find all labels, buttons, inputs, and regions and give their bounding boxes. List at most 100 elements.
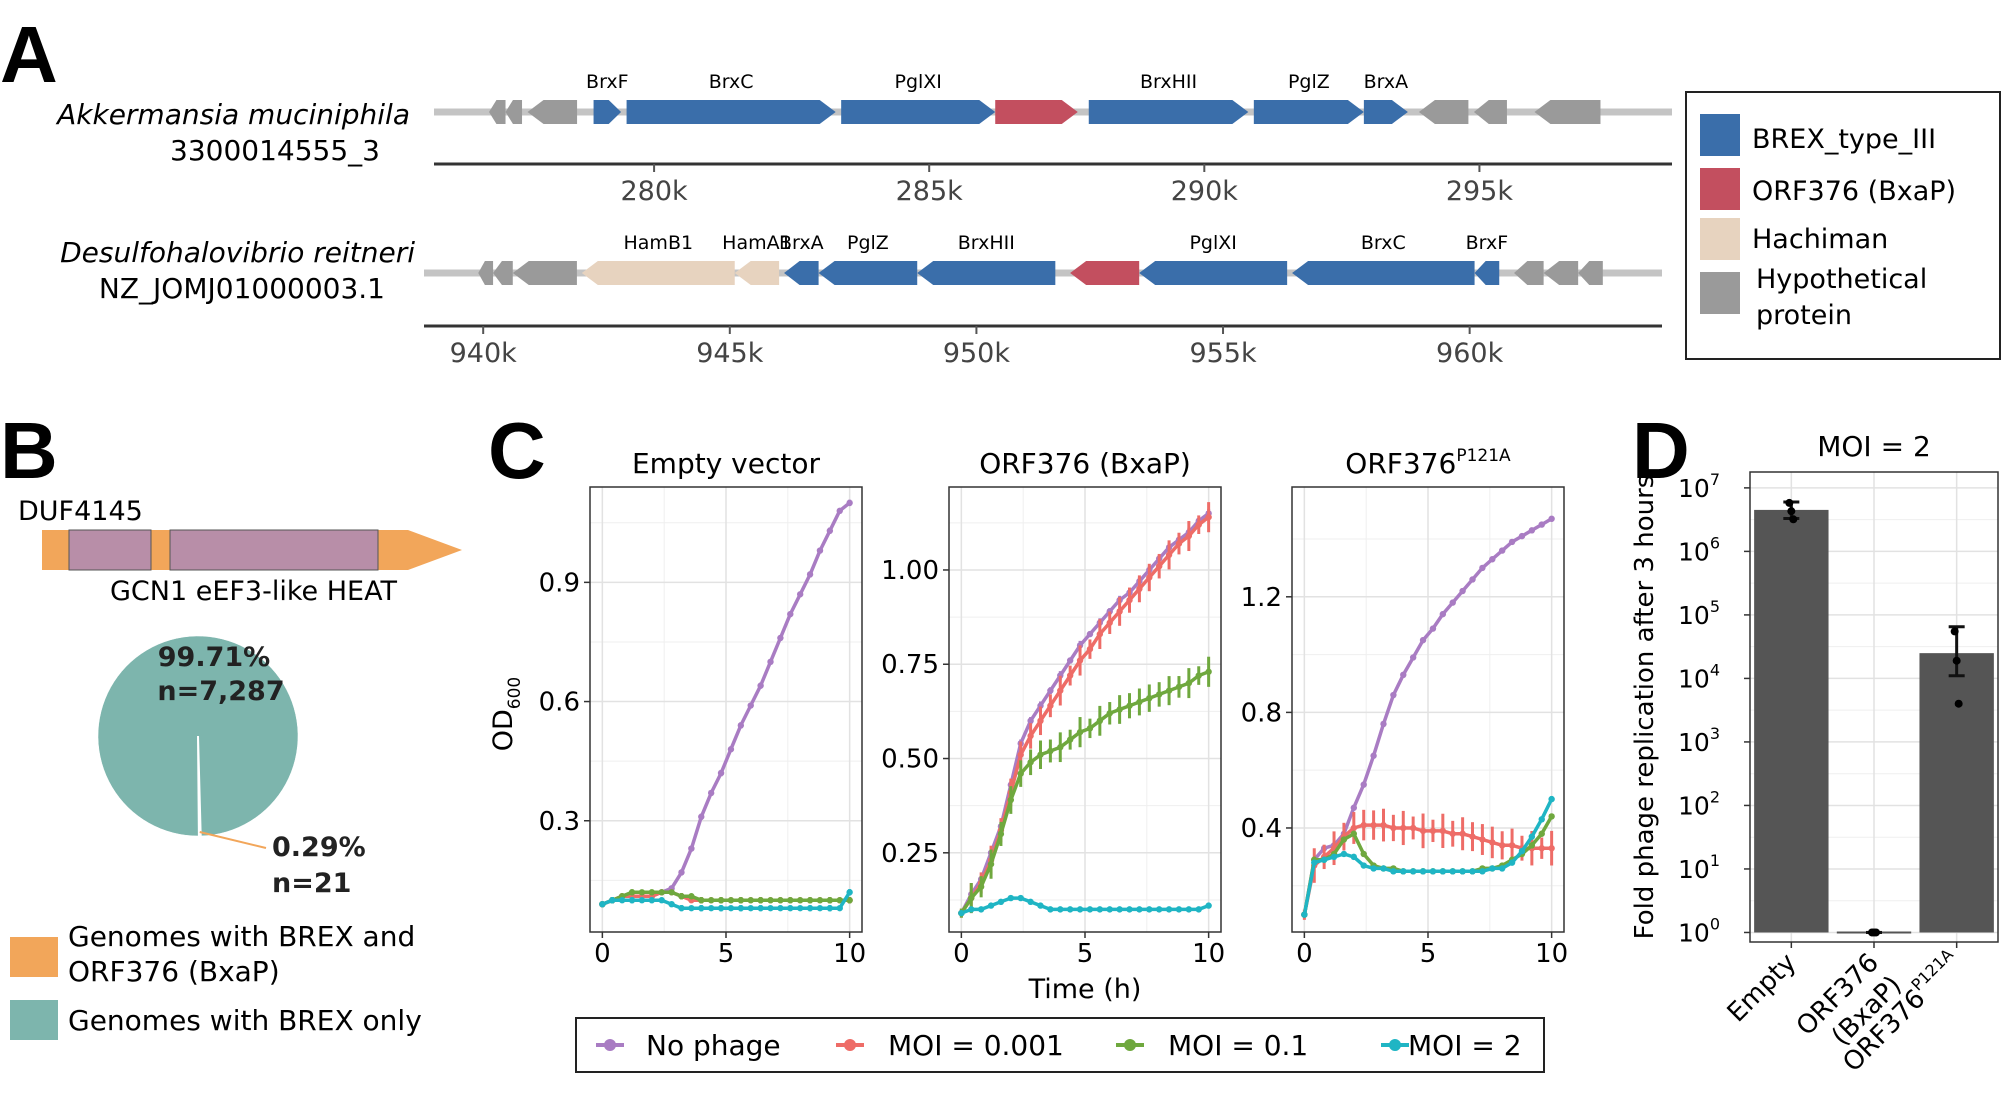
data-point — [747, 702, 754, 709]
data-point — [1419, 636, 1427, 644]
data-point — [1409, 824, 1417, 832]
data-point — [1320, 856, 1328, 863]
replicate-point — [1785, 498, 1794, 507]
data-point — [1126, 702, 1133, 709]
plot-frame — [1291, 486, 1565, 933]
gene-arrow — [1088, 100, 1249, 124]
legend-marker — [844, 1039, 856, 1051]
data-point — [1508, 538, 1516, 546]
gene-arrow — [493, 261, 513, 285]
plot-title: ORF376P121A — [1345, 446, 1511, 480]
domain-diagram: DUF4145 GCN1 eEF3-like HEAT — [18, 496, 462, 607]
data-point — [1086, 906, 1094, 913]
data-point — [1370, 865, 1377, 872]
data-point — [796, 904, 804, 912]
x-tick-label: 10 — [833, 939, 866, 969]
bar-y-axis-label: Fold phage replication after 3 hours — [1630, 475, 1660, 940]
data-point — [1528, 527, 1536, 534]
data-point — [1165, 551, 1173, 559]
data-point — [727, 746, 735, 753]
series-moi_01 — [958, 656, 1212, 918]
data-point — [816, 897, 824, 904]
data-point — [1469, 576, 1476, 583]
replicate-point — [1952, 656, 1961, 665]
y-tick-exponent: 5 — [1710, 597, 1720, 616]
data-point — [1086, 630, 1094, 638]
data-point — [787, 897, 794, 904]
data-point — [638, 889, 646, 896]
legend-label-hypothetical: Hypothetical protein — [1756, 264, 1936, 331]
data-point — [977, 883, 985, 890]
series-moi_2 — [958, 894, 1212, 917]
data-point — [836, 904, 843, 912]
data-point — [628, 889, 636, 896]
data-point — [1175, 683, 1183, 691]
gene-arrow — [512, 261, 577, 285]
bar — [1919, 653, 1994, 933]
data-point — [1449, 599, 1456, 606]
data-point — [1136, 906, 1143, 913]
y-tick-label: 101 — [1678, 851, 1720, 884]
data-point — [747, 904, 754, 912]
growth-legend: No phage MOI = 0.001 MOI = 0.1 MOI = 2 — [575, 1017, 1545, 1073]
data-point — [1175, 540, 1183, 547]
data-point — [836, 897, 843, 904]
data-point — [727, 904, 735, 912]
y-tick-label: 0.4 — [1241, 814, 1282, 844]
data-point — [816, 904, 824, 912]
data-point — [1096, 630, 1104, 638]
data-point — [997, 898, 1005, 906]
data-point — [806, 571, 814, 578]
y-tick-label: 104 — [1678, 660, 1720, 693]
data-point — [1076, 728, 1084, 736]
data-point — [1429, 625, 1437, 632]
data-point — [1155, 562, 1163, 570]
y-tick-exponent: 2 — [1710, 787, 1720, 806]
pie-legend-swatch-orf — [10, 937, 58, 977]
gene-label: PglZ — [1288, 71, 1330, 93]
data-point — [1459, 830, 1466, 837]
growth-curves: 0 5 10 0.3 0.6 0.9 Empty vector 0 5 10 0.25 0.50 0.7… — [539, 446, 1569, 969]
data-point — [1301, 911, 1308, 918]
data-point — [1548, 813, 1555, 820]
gene-label: PglXI — [894, 71, 941, 93]
pie-label-orf-count: n=21 — [272, 868, 351, 899]
gene-label: BrxA — [1364, 71, 1409, 93]
data-point — [1360, 821, 1367, 829]
data-point — [1419, 868, 1427, 875]
panel-c-label: C — [488, 406, 546, 495]
y-tick-label: 0.25 — [881, 839, 939, 869]
data-point — [1116, 706, 1123, 713]
y-tick-exponent: 4 — [1710, 660, 1720, 679]
x-tick-label: 0 — [953, 939, 970, 969]
y-tick-label: 0.50 — [881, 745, 939, 775]
data-point — [1037, 717, 1044, 725]
gene-label: HamB1 — [624, 232, 694, 254]
data-point — [1439, 868, 1447, 875]
data-point — [1195, 672, 1202, 679]
x-tick-label: 0 — [594, 939, 611, 969]
data-point — [968, 906, 975, 913]
data-point — [1370, 752, 1377, 759]
gene-arrow — [734, 261, 780, 285]
data-point — [1066, 906, 1074, 913]
data-point — [717, 904, 725, 912]
data-point — [1057, 744, 1064, 751]
legend-swatch-brex — [1700, 114, 1740, 156]
gene-label: HamA1 — [722, 232, 792, 254]
data-point — [1489, 865, 1496, 872]
data-point — [658, 889, 665, 896]
track-tick-label: 955k — [1189, 338, 1257, 369]
data-point — [1360, 862, 1367, 869]
data-point — [737, 722, 745, 729]
track-organism-name: Desulfohalovibrio reitneri — [60, 236, 415, 269]
data-point — [1528, 842, 1536, 849]
x-tick-label: 5 — [1420, 939, 1437, 969]
data-point — [1439, 610, 1447, 618]
legend-swatch-hypothetical — [1700, 272, 1740, 314]
legend-label-hypothetical-1: Hypothetical — [1756, 264, 1927, 295]
gene-arrow — [626, 100, 836, 124]
gene-arrow — [1578, 261, 1603, 285]
